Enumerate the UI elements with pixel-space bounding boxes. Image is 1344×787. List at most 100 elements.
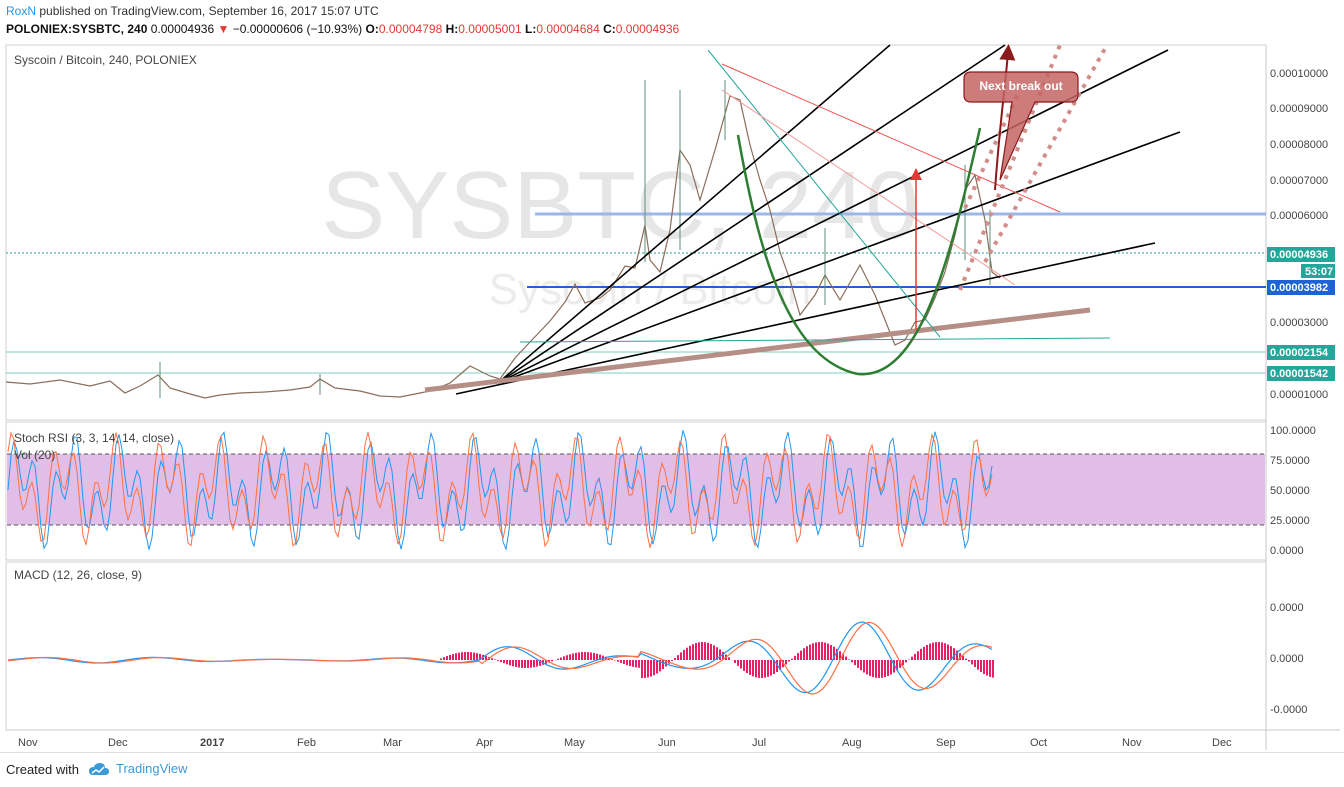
long-term-trendline[interactable] xyxy=(425,310,1090,390)
open-label: O: xyxy=(366,22,379,36)
macd-hist-bar xyxy=(632,660,634,667)
macd-hist-bar xyxy=(788,660,790,662)
time-axis: Nov Dec 2017 Feb Mar Apr May Jun Jul Aug… xyxy=(18,737,1232,749)
vol-title: Vol (20) xyxy=(14,448,55,462)
macd-hist-bar xyxy=(821,642,823,660)
macd-hist-bar xyxy=(761,660,763,678)
macd-hist-bar xyxy=(734,660,736,663)
macd-hist-bar xyxy=(884,660,886,677)
level-badge: 0.00002154 xyxy=(1270,347,1329,359)
macd-axis: 0.0000 0.0000 -0.0000 xyxy=(1270,602,1307,716)
macd-hist-bar xyxy=(719,649,721,660)
macd-hist-bar xyxy=(581,652,583,660)
macd-hist-bar xyxy=(869,660,871,676)
macd-hist-bar xyxy=(686,648,688,660)
time-label: Dec xyxy=(108,737,128,749)
macd-hist-bar xyxy=(503,660,505,663)
macd-hist-bar xyxy=(473,653,475,660)
macd-hist-bar xyxy=(530,660,532,668)
price-label: 0.00008000 xyxy=(1270,139,1328,151)
macd-hist-bar xyxy=(800,651,802,660)
macd-hist-bar xyxy=(449,655,451,660)
macd-hist-bar xyxy=(797,653,799,660)
macd-hist-bar xyxy=(986,660,988,676)
level-badge: 0.00001542 xyxy=(1270,368,1328,380)
countdown-badge: 53:07 xyxy=(1305,266,1333,278)
created-with-text: Created with xyxy=(6,762,79,777)
macd-hist-bar xyxy=(557,659,559,660)
macd-hist-bar xyxy=(692,644,694,660)
price-label: 0.00006000 xyxy=(1270,210,1328,222)
macd-hist-bar xyxy=(704,642,706,660)
time-label: Feb xyxy=(297,737,316,749)
time-label: Nov xyxy=(18,737,38,749)
macd-hist-bar xyxy=(551,660,553,661)
macd-hist-bar xyxy=(914,654,916,660)
macd-hist-bar xyxy=(518,660,520,668)
macd-hist-bar xyxy=(596,654,598,660)
macd-hist-bar xyxy=(812,643,814,660)
macd-hist-bar xyxy=(458,653,460,660)
macd-hist-bar xyxy=(650,660,652,677)
chart-area[interactable]: SYSBTC, 240 Syscoin / Bitcoin Syscoin / … xyxy=(0,40,1344,752)
macd-hist-bar xyxy=(443,657,445,660)
chart-header: RoxN published on TradingView.com, Septe… xyxy=(0,0,1344,40)
close-label: C: xyxy=(603,22,616,36)
macd-hist-bar xyxy=(470,652,472,660)
macd-hist-bar xyxy=(983,660,985,674)
time-label: May xyxy=(564,737,585,749)
macd-hist-bar xyxy=(749,660,751,675)
open-value: 0.00004798 xyxy=(379,22,442,36)
close-value: 0.00004936 xyxy=(616,22,679,36)
macd-hist-bar xyxy=(794,656,796,660)
macd-hist-bar xyxy=(980,660,982,672)
macd-hist-bar xyxy=(644,660,646,678)
watermark-symbol: SYSBTC, 240 xyxy=(321,152,919,259)
price-label: 0.00009000 xyxy=(1270,103,1328,115)
author-link[interactable]: RoxN xyxy=(6,4,36,18)
support-badge: 0.00003982 xyxy=(1270,282,1328,294)
price-label: 0.00003000 xyxy=(1270,317,1328,329)
time-label: Jun xyxy=(658,737,676,749)
macd-hist-bar xyxy=(824,643,826,660)
macd-hist-bar xyxy=(872,660,874,677)
macd-hist-bar xyxy=(938,642,940,660)
next-breakout-callout[interactable]: Next break out xyxy=(964,72,1078,180)
stoch-axis: 100.0000 75.0000 50.0000 25.0000 0.0000 xyxy=(1270,425,1316,557)
stoch-level: 100.0000 xyxy=(1270,425,1316,437)
macd-hist-bar xyxy=(617,660,619,662)
stoch-level: 50.0000 xyxy=(1270,485,1310,497)
price-label: 0.00001000 xyxy=(1270,389,1328,401)
macd-hist-bar xyxy=(491,658,493,660)
tradingview-brand[interactable]: TradingView xyxy=(88,761,188,776)
stoch-level: 0.0000 xyxy=(1270,545,1304,557)
macd-level: 0.0000 xyxy=(1270,602,1304,614)
macd-hist-bar xyxy=(707,643,709,660)
macd-hist-bar xyxy=(854,660,856,665)
macd-hist-bar xyxy=(446,656,448,660)
macd-hist-bar xyxy=(593,653,595,660)
macd-hist-bar xyxy=(515,660,517,667)
macd-hist-bar xyxy=(452,654,454,660)
macd-hist-bar xyxy=(962,656,964,660)
macd-hist-bar xyxy=(944,643,946,660)
macd-hist-bar xyxy=(662,660,664,669)
price-badges: 0.00004936 53:07 0.00003982 0.00002154 0… xyxy=(1267,247,1335,381)
low-label: L: xyxy=(525,22,536,36)
macd-hist-bar xyxy=(851,660,853,662)
macd-hist-bar xyxy=(737,660,739,666)
macd-hist-bar xyxy=(533,660,535,667)
stoch-level: 25.0000 xyxy=(1270,515,1310,527)
macd-hist-bar xyxy=(467,652,469,660)
brand-label: TradingView xyxy=(116,761,188,776)
macd-hist-bar xyxy=(926,645,928,660)
macd-hist-bar xyxy=(767,660,769,677)
callout-text: Next break out xyxy=(979,79,1062,93)
time-label: 2017 xyxy=(200,737,224,749)
macd-hist-bar xyxy=(674,658,676,660)
macd-hist-bar xyxy=(848,659,850,660)
low-value: 0.00004684 xyxy=(536,22,599,36)
macd-hist-bar xyxy=(635,660,637,667)
macd-hist-bar xyxy=(905,660,907,662)
macd-hist-bar xyxy=(626,660,628,665)
